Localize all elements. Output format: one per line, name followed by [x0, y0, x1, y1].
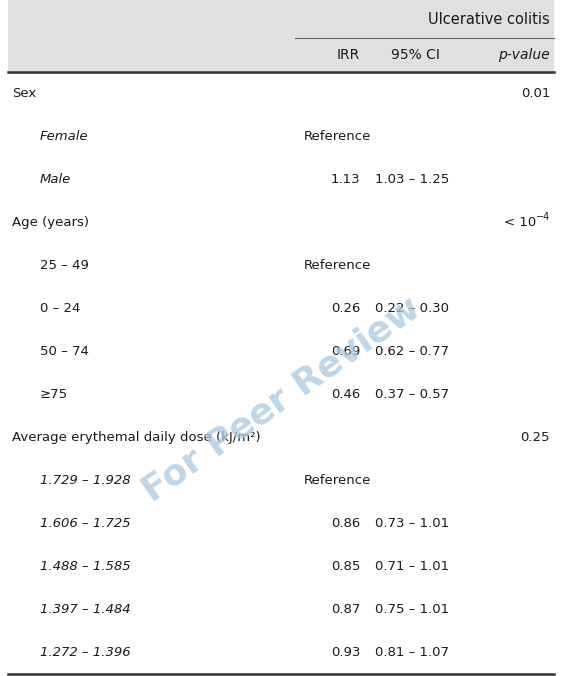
Text: 0 – 24: 0 – 24 — [40, 302, 80, 315]
Text: 0.87: 0.87 — [330, 603, 360, 616]
Text: Reference: Reference — [304, 474, 371, 487]
Text: 0.62 – 0.77: 0.62 – 0.77 — [375, 345, 449, 358]
Text: 0.26: 0.26 — [330, 302, 360, 315]
Text: Age (years): Age (years) — [12, 216, 89, 229]
Text: 1.03 – 1.25: 1.03 – 1.25 — [375, 173, 449, 186]
Text: ≥75: ≥75 — [40, 388, 68, 401]
Text: 1.397 – 1.484: 1.397 – 1.484 — [40, 603, 130, 616]
Text: 0.37 – 0.57: 0.37 – 0.57 — [375, 388, 449, 401]
Text: IRR: IRR — [337, 48, 360, 62]
Text: 0.01: 0.01 — [520, 87, 550, 100]
Text: Female: Female — [40, 130, 88, 143]
Text: 1.272 – 1.396: 1.272 – 1.396 — [40, 646, 130, 659]
Text: 1.13: 1.13 — [330, 173, 360, 186]
Text: 0.22 – 0.30: 0.22 – 0.30 — [375, 302, 449, 315]
Text: 0.81 – 1.07: 0.81 – 1.07 — [375, 646, 449, 659]
Text: 50 – 74: 50 – 74 — [40, 345, 89, 358]
Text: For Peer Review: For Peer Review — [136, 291, 426, 509]
Text: < 10: < 10 — [504, 216, 536, 229]
Text: 1.488 – 1.585: 1.488 – 1.585 — [40, 560, 130, 573]
Text: 1.729 – 1.928: 1.729 – 1.928 — [40, 474, 130, 487]
Text: 95% CI: 95% CI — [391, 48, 439, 62]
Text: Ulcerative colitis: Ulcerative colitis — [428, 11, 550, 26]
Text: Sex: Sex — [12, 87, 37, 100]
Text: 0.85: 0.85 — [330, 560, 360, 573]
Text: p-value: p-value — [498, 48, 550, 62]
Text: 0.69: 0.69 — [331, 345, 360, 358]
Text: Reference: Reference — [304, 259, 371, 272]
Text: 0.93: 0.93 — [330, 646, 360, 659]
Text: Male: Male — [40, 173, 71, 186]
Text: 0.71 – 1.01: 0.71 – 1.01 — [375, 560, 449, 573]
Text: Reference: Reference — [304, 130, 371, 143]
Text: 1.606 – 1.725: 1.606 – 1.725 — [40, 517, 130, 530]
Text: 0.86: 0.86 — [331, 517, 360, 530]
Text: −4: −4 — [536, 212, 550, 222]
Text: Average erythemal daily dose (kJ/m²): Average erythemal daily dose (kJ/m²) — [12, 431, 261, 444]
Text: 0.46: 0.46 — [331, 388, 360, 401]
Bar — [8, 0, 554, 72]
Text: 25 – 49: 25 – 49 — [40, 259, 89, 272]
Text: 0.75 – 1.01: 0.75 – 1.01 — [375, 603, 449, 616]
Text: 0.73 – 1.01: 0.73 – 1.01 — [375, 517, 449, 530]
Text: 0.25: 0.25 — [520, 431, 550, 444]
